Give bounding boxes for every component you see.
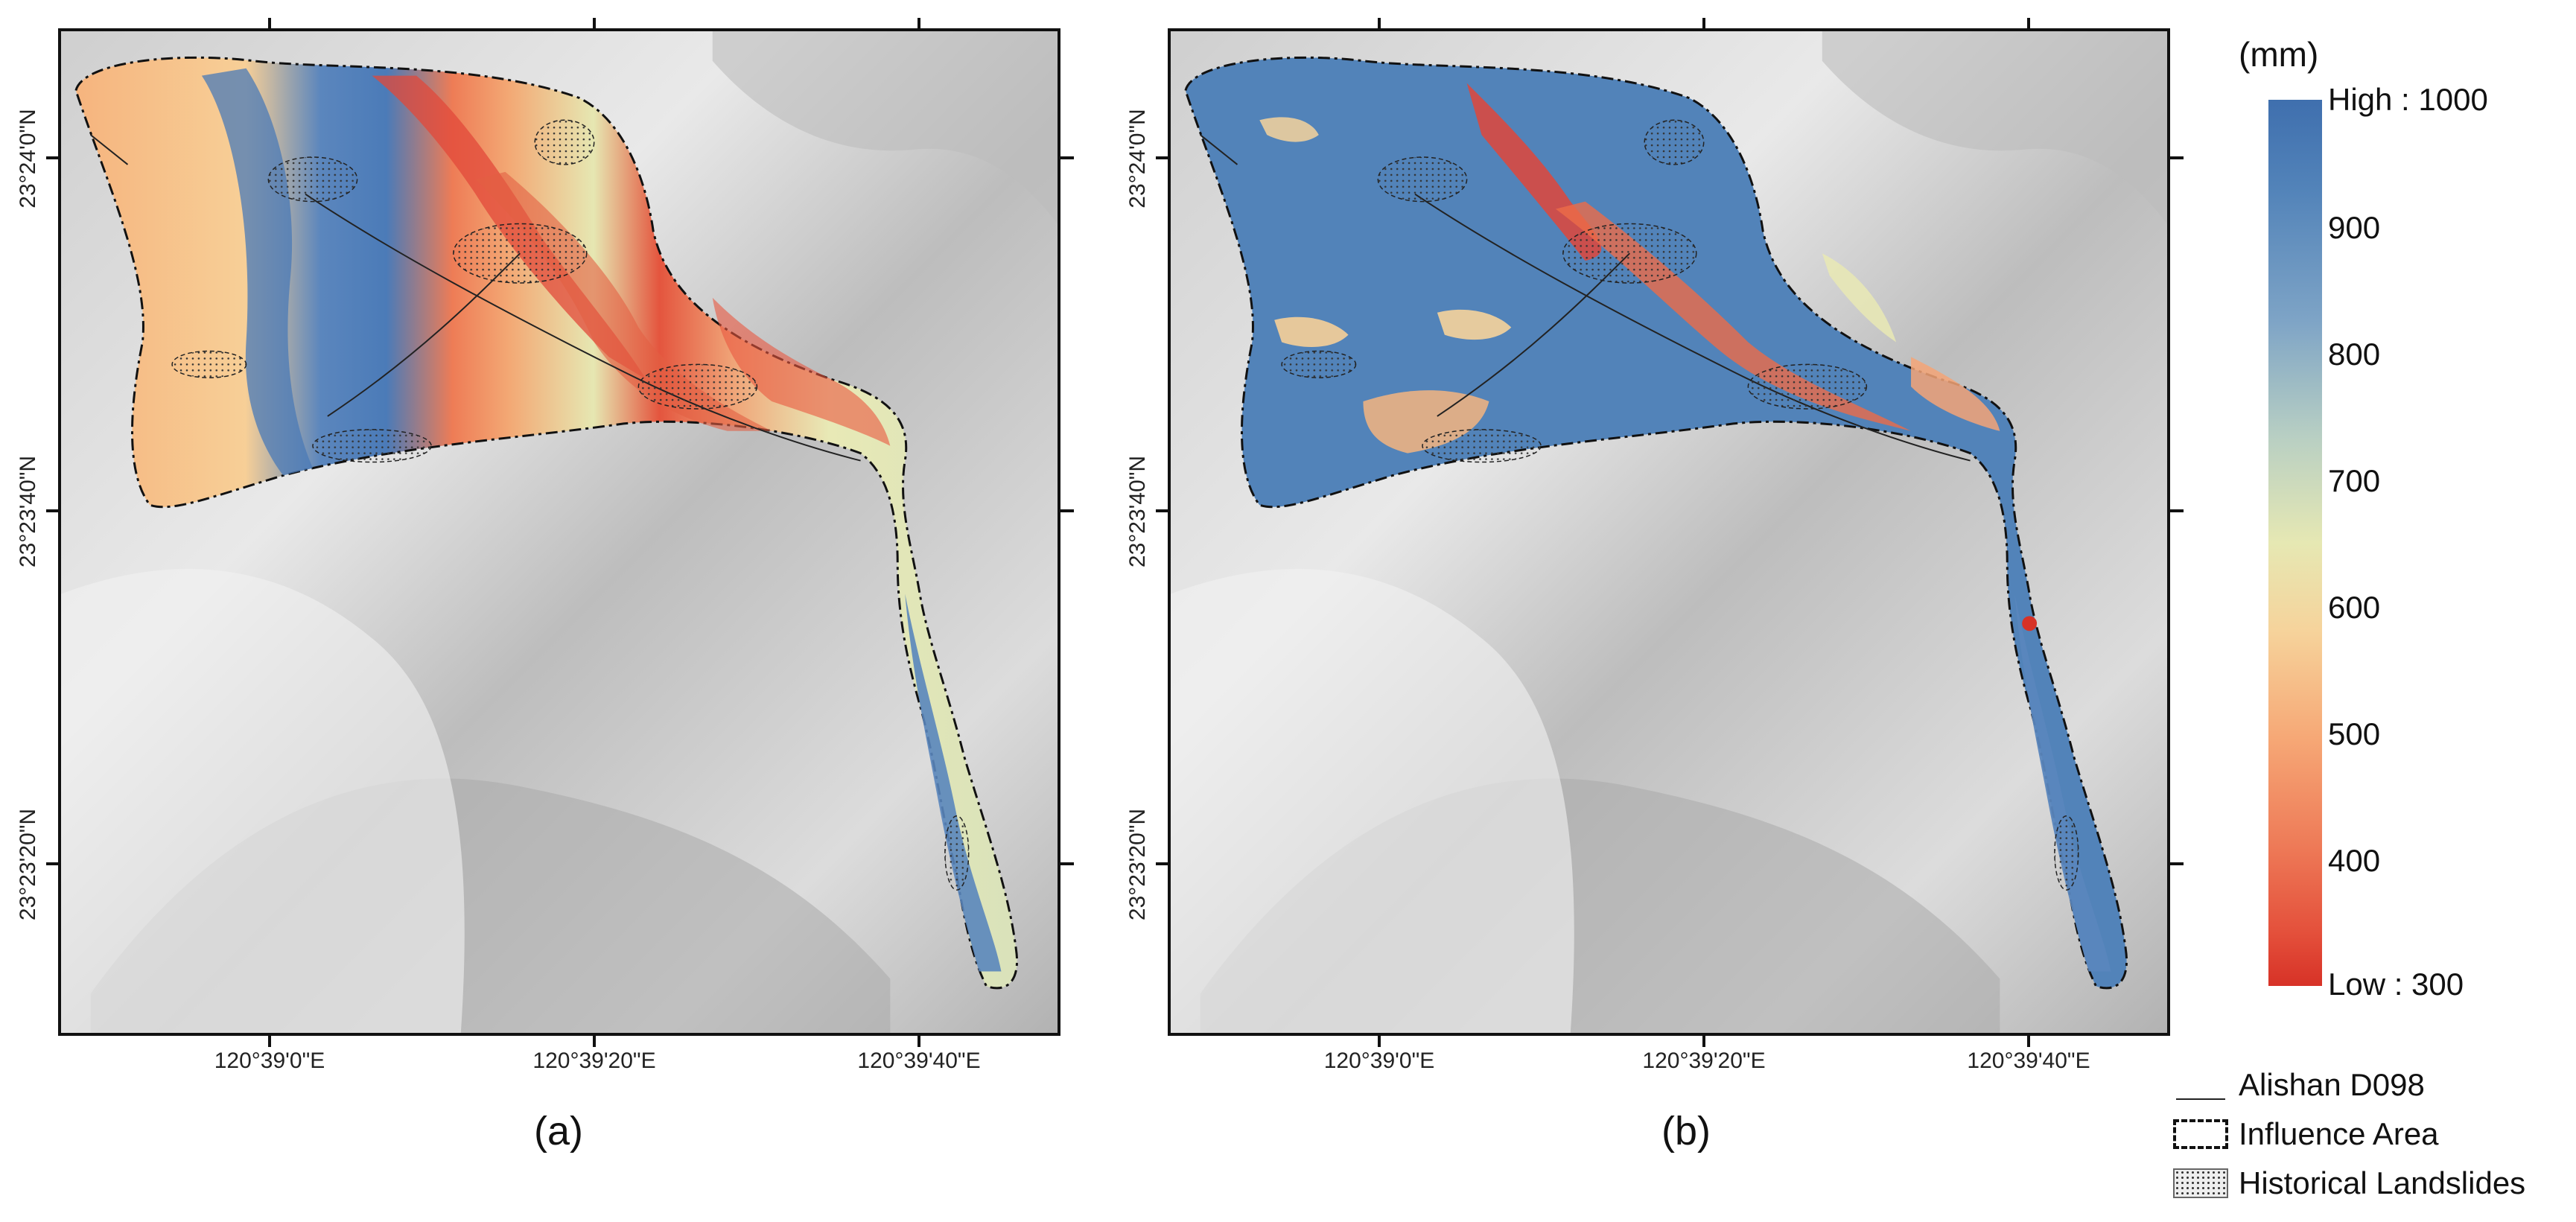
tick-bottom: [2027, 1034, 2030, 1047]
colorbar-high-label: High : 1000: [2328, 82, 2488, 117]
lat-label: 23°23'40"N: [1125, 455, 1150, 568]
map-panel-a: [58, 28, 1060, 1036]
landslide-b-1: [1377, 156, 1468, 203]
landslide-b-6: [1644, 119, 1705, 165]
tick-left: [1156, 509, 1169, 512]
line-symbol-icon: [2173, 1070, 2228, 1100]
tick-top: [268, 18, 271, 31]
landslide-a-7: [944, 815, 970, 891]
colorbar-tick: 900: [2328, 210, 2381, 245]
lon-label: 120°39'40"E: [1967, 1048, 2090, 1073]
tick-bottom: [593, 1034, 596, 1047]
map-panel-b: [1168, 28, 2170, 1036]
tick-right: [2170, 156, 2184, 159]
lat-label: 23°23'40"N: [16, 455, 40, 568]
tick-right: [2170, 862, 2184, 865]
tick-bottom: [1378, 1034, 1381, 1047]
landslide-b-2: [1562, 223, 1697, 284]
colorbar-tick: 600: [2328, 590, 2381, 625]
tick-right: [2170, 509, 2184, 512]
landslide-b-5: [1422, 429, 1542, 463]
tick-left: [46, 156, 60, 159]
influence-area-b: [1184, 56, 2128, 990]
landslide-a-4: [171, 350, 247, 378]
road-line-b: [1414, 193, 1971, 462]
tick-left: [46, 509, 60, 512]
tick-left: [46, 862, 60, 865]
landslide-a-5: [312, 429, 432, 463]
dotted-box-icon: [2173, 1168, 2228, 1198]
tick-right: [1060, 509, 1074, 512]
tick-top: [2027, 18, 2030, 31]
tick-top: [1378, 18, 1381, 31]
tick-top: [917, 18, 920, 31]
lon-label: 120°39'40"E: [857, 1048, 981, 1073]
tick-right: [1060, 156, 1074, 159]
landslide-b-7: [2054, 815, 2079, 891]
tick-right: [1060, 862, 1074, 865]
map-a-svg: [61, 31, 1058, 1033]
tick-top: [1702, 18, 1705, 31]
legend-label: Influence Area: [2239, 1116, 2439, 1151]
landslide-b-4: [1281, 350, 1357, 378]
tick-top: [593, 18, 596, 31]
landslide-a-6: [534, 119, 595, 165]
lat-label: 23°24'0"N: [16, 109, 40, 209]
lat-label: 23°24'0"N: [1125, 109, 1150, 209]
lon-label: 120°39'20"E: [532, 1048, 656, 1073]
legend-item-road: Alishan D098: [2173, 1066, 2425, 1104]
legend-item-influence-area: Influence Area: [2173, 1116, 2439, 1153]
legend-label: Historical Landslides: [2239, 1165, 2526, 1200]
tick-bottom: [1702, 1034, 1705, 1047]
landslide-b-3: [1747, 363, 1868, 410]
tick-bottom: [917, 1034, 920, 1047]
road-line-a: [305, 193, 861, 462]
panel-caption-b: (b): [1661, 1109, 1711, 1153]
tick-bottom: [268, 1034, 271, 1047]
panel-caption-a: (a): [534, 1109, 583, 1153]
colorbar-tick: 700: [2328, 463, 2381, 498]
lat-label: 23°23'20"N: [1125, 808, 1150, 921]
landslide-a-2: [453, 223, 588, 284]
tick-left: [1156, 156, 1169, 159]
colorbar-tick: 800: [2328, 337, 2381, 372]
legend-label: Alishan D098: [2239, 1067, 2425, 1102]
map-b-svg: [1171, 31, 2167, 1033]
landslide-a-3: [637, 363, 758, 410]
lon-label: 120°39'0"E: [214, 1048, 325, 1073]
lat-label: 23°23'20"N: [16, 808, 40, 921]
colorbar: [2268, 100, 2322, 986]
colorbar-tick: 400: [2328, 843, 2381, 878]
lon-label: 120°39'20"E: [1642, 1048, 1766, 1073]
legend-unit: (mm): [2239, 35, 2319, 74]
dashed-box-icon: [2173, 1119, 2228, 1149]
colorbar-low-label: Low : 300: [2328, 967, 2464, 1002]
colorbar-tick: 500: [2328, 716, 2381, 751]
lon-label: 120°39'0"E: [1323, 1048, 1435, 1073]
tick-left: [1156, 862, 1169, 865]
influence-area-a: [74, 56, 1018, 990]
legend-item-landslides: Historical Landslides: [2173, 1165, 2525, 1202]
landslide-a-1: [267, 156, 358, 203]
